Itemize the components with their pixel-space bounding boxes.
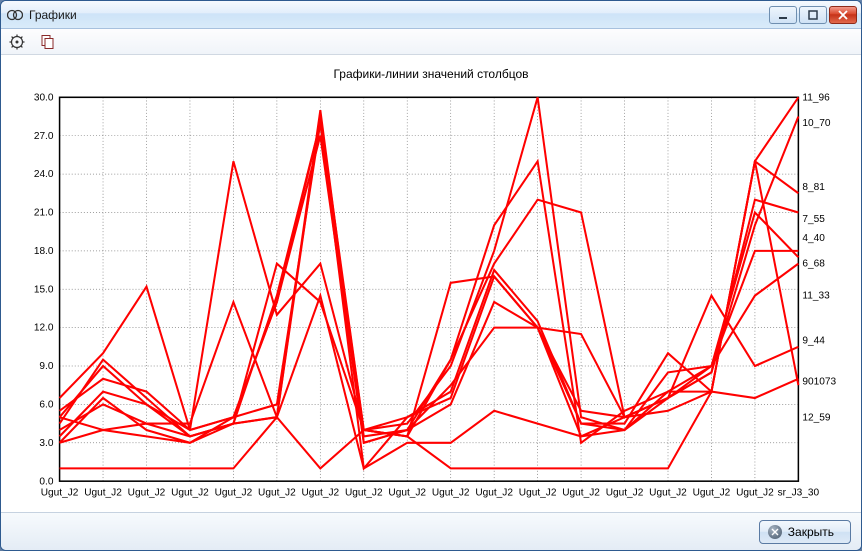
svg-text:8_81: 8_81 [802,182,825,193]
svg-text:Ugut_J2: Ugut_J2 [693,488,731,499]
line-chart: 0.0 3.0 6.0 9.0 12.0 15.0 18.0 21.0 24.0 27.0 30.0… [11,89,851,504]
svg-text:Ugut_J2: Ugut_J2 [302,488,340,499]
svg-text:Ugut_J2: Ugut_J2 [649,488,687,499]
svg-text:Ugut_J2: Ugut_J2 [345,488,383,499]
svg-text:Ugut_J2: Ugut_J2 [432,488,470,499]
svg-text:21.0: 21.0 [34,207,54,218]
svg-text:Ugut_J2: Ugut_J2 [388,488,426,499]
window-title: Графики [29,8,769,22]
svg-text:30.0: 30.0 [34,92,54,103]
svg-text:Ugut_J2: Ugut_J2 [562,488,600,499]
close-button[interactable]: Закрыть [759,520,851,544]
close-button-label: Закрыть [788,525,834,539]
svg-text:6_68: 6_68 [802,259,825,270]
svg-text:12.0: 12.0 [34,323,54,334]
svg-text:9.0: 9.0 [39,361,53,372]
close-circle-icon [768,525,782,539]
svg-text:Ugut_J2: Ugut_J2 [475,488,513,499]
svg-text:Ugut_J2: Ugut_J2 [519,488,557,499]
copy-icon[interactable] [37,32,57,52]
chart-title: Графики-линии значений столбцов [11,67,851,81]
footer: Закрыть [1,512,861,550]
content-area: Графики-линии значений столбцов 0.0 3.0 6.… [1,55,861,512]
svg-text:9_44: 9_44 [802,335,825,346]
svg-text:11_33: 11_33 [802,291,830,302]
minimize-button[interactable] [769,6,797,24]
svg-text:15.0: 15.0 [34,284,54,295]
maximize-button[interactable] [799,6,827,24]
svg-text:6.0: 6.0 [39,399,53,410]
svg-text:0.0: 0.0 [39,476,53,487]
svg-text:3.0: 3.0 [39,438,53,449]
svg-text:4_40: 4_40 [802,233,825,244]
svg-text:27.0: 27.0 [34,131,54,142]
svg-text:7_55: 7_55 [802,214,825,225]
svg-text:901073: 901073 [802,376,836,387]
toolbar [1,29,861,55]
titlebar: Графики [1,1,861,29]
app-icon [7,7,23,23]
svg-text:18.0: 18.0 [34,246,54,257]
svg-text:Ugut_J2: Ugut_J2 [84,488,122,499]
svg-text:12_59: 12_59 [802,412,830,423]
svg-text:Ugut_J2: Ugut_J2 [171,488,209,499]
svg-text:Ugut_J2: Ugut_J2 [128,488,166,499]
svg-text:Ugut_J2: Ugut_J2 [736,488,774,499]
svg-text:Ugut_J2: Ugut_J2 [215,488,253,499]
svg-text:11_96: 11_96 [802,92,830,103]
close-window-button[interactable] [829,6,857,24]
svg-text:Ugut_J2: Ugut_J2 [258,488,296,499]
svg-text:sr_J3_30: sr_J3_30 [778,488,820,499]
svg-text:24.0: 24.0 [34,169,54,180]
app-window: Графики [0,0,862,551]
settings-icon[interactable] [7,32,27,52]
svg-text:Ugut_J2: Ugut_J2 [41,488,79,499]
window-controls [769,6,857,24]
svg-text:10_70: 10_70 [802,118,830,129]
svg-text:Ugut_J2: Ugut_J2 [606,488,644,499]
chart-area: 0.0 3.0 6.0 9.0 12.0 15.0 18.0 21.0 24.0 27.0 30.0… [11,89,851,504]
